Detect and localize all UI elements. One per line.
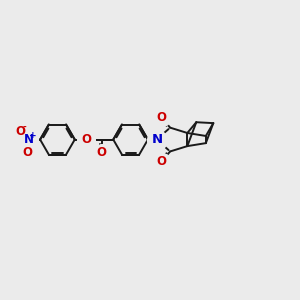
Text: O: O xyxy=(97,146,106,160)
Text: O: O xyxy=(157,155,166,168)
Text: N: N xyxy=(152,133,163,146)
Text: O: O xyxy=(81,133,91,146)
Text: N: N xyxy=(24,133,34,146)
Text: +: + xyxy=(29,130,37,140)
Text: O: O xyxy=(22,146,32,159)
Text: -: - xyxy=(22,122,26,131)
Text: O: O xyxy=(157,111,166,124)
Text: O: O xyxy=(15,125,26,138)
